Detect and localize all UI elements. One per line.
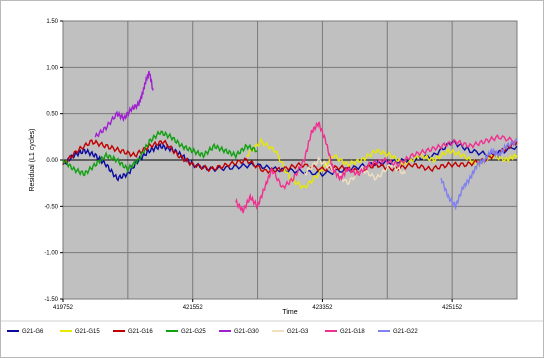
y-tick-label: 1.00 bbox=[46, 65, 58, 71]
y-tick-label: 1.50 bbox=[46, 19, 58, 25]
series-line-g21-g30 bbox=[94, 70, 154, 138]
series-line-g21-g3 bbox=[303, 156, 406, 186]
y-tick-label: -1.00 bbox=[44, 251, 58, 257]
y-axis: 1.50 1.00 0.50 0.00 -0.50 -1.00 -1.50 bbox=[44, 19, 63, 303]
legend-entry-label: G21-G18 bbox=[340, 329, 365, 335]
grid-lines bbox=[62, 20, 518, 300]
series-group bbox=[62, 70, 518, 214]
legend: G21-G6 G21-G15 G21-G16 G21-G25 G21-G30 G21-G3… bbox=[7, 329, 418, 335]
y-tick-label: 0.00 bbox=[46, 158, 58, 164]
y-tick-label: -1.50 bbox=[44, 297, 58, 303]
legend-entry-label: G21-G3 bbox=[287, 329, 309, 335]
series-line-g21-g22 bbox=[440, 137, 518, 211]
legend-entry-label: G21-G15 bbox=[75, 329, 100, 335]
legend-entry-label: G21-G22 bbox=[393, 329, 418, 335]
x-tick-label: 421552 bbox=[183, 305, 204, 311]
x-axis-label: Time bbox=[282, 309, 297, 316]
legend-entry-label: G21-G25 bbox=[181, 329, 206, 335]
legend-entry-label: G21-G30 bbox=[234, 329, 259, 335]
y-tick-label: -0.50 bbox=[44, 204, 58, 210]
series-line-g21-g25 bbox=[62, 130, 258, 177]
x-axis: 419752 421552 423352 425152 bbox=[53, 299, 463, 311]
x-tick-label: 419752 bbox=[53, 305, 74, 311]
x-tick-label: 425152 bbox=[442, 305, 463, 311]
legend-entry-label: G21-G6 bbox=[22, 329, 44, 335]
legend-entry-label: G21-G16 bbox=[128, 329, 153, 335]
series-line-g21-g16 bbox=[62, 139, 518, 175]
x-tick-label: 423352 bbox=[312, 305, 333, 311]
series-line-g21-g18 bbox=[235, 121, 518, 214]
y-tick-label: 0.50 bbox=[46, 112, 58, 118]
y-axis-label: Residual (L1 cycles) bbox=[29, 128, 36, 191]
